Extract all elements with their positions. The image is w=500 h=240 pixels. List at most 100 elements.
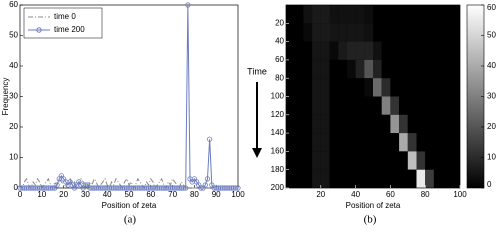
legend-marker	[36, 27, 42, 33]
heat-cell	[303, 78, 313, 97]
heat-cell	[442, 169, 452, 188]
y-tick-label: 60	[275, 55, 284, 64]
heat-cell	[303, 133, 313, 152]
x-tick-label: 20	[59, 190, 68, 199]
heat-cell	[451, 151, 460, 170]
heat-cell	[286, 78, 295, 97]
heat-cell	[329, 114, 339, 134]
x-axis-label: Position of zeta	[346, 201, 401, 210]
heat-cell	[338, 114, 347, 134]
colorbar-tick-label: 60	[487, 3, 496, 12]
marker	[54, 182, 60, 188]
heat-cell	[346, 133, 356, 152]
heat-cell	[407, 133, 417, 152]
heat-cell	[320, 114, 330, 134]
heat-cell	[303, 169, 313, 188]
heat-cell	[355, 23, 365, 42]
heat-cell	[381, 114, 391, 134]
x-tick-label: 40	[351, 190, 360, 199]
heat-cell	[355, 5, 365, 24]
y-tick-label: 20	[9, 122, 18, 131]
colorbar-tick-label: 40	[487, 61, 496, 70]
heat-cell	[373, 133, 382, 152]
heat-cell	[407, 59, 417, 79]
heat-cell	[303, 151, 313, 170]
heat-cell	[416, 114, 426, 134]
heat-cell	[286, 23, 295, 42]
heat-cell	[399, 5, 408, 24]
heat-cell	[425, 78, 434, 97]
heat-cell	[433, 151, 443, 170]
heat-cell	[373, 78, 382, 97]
heat-cell	[329, 78, 339, 97]
caption: (a)	[124, 214, 137, 226]
colorbar-tick-label: 20	[487, 122, 496, 131]
heat-cell	[373, 169, 382, 188]
legend-label: time 0	[54, 12, 76, 21]
heat-cell	[433, 23, 443, 42]
heat-cell	[312, 151, 321, 170]
heat-cell	[294, 59, 304, 79]
marker	[233, 185, 239, 191]
heat-cell	[390, 78, 400, 97]
heat-cell	[416, 151, 426, 170]
heat-cell	[399, 41, 408, 60]
heat-cell	[346, 96, 356, 115]
colorbar-tick-label: 50	[487, 31, 496, 40]
heat-cell	[451, 96, 460, 115]
heat-cell	[390, 5, 400, 24]
heat-cell	[390, 96, 400, 115]
y-tick-label: 40	[275, 37, 284, 46]
heat-cell	[338, 5, 347, 24]
heat-cell	[338, 23, 347, 42]
x-tick-label: 70	[168, 190, 177, 199]
heat-cell	[442, 114, 452, 134]
heat-cell	[294, 41, 304, 60]
heat-cell	[399, 133, 408, 152]
heat-cell	[373, 5, 382, 24]
heat-cell	[338, 151, 347, 170]
heat-cell	[433, 5, 443, 24]
heat-cell	[286, 96, 295, 115]
x-tick-label: 20	[316, 190, 325, 199]
heat-cell	[451, 133, 460, 152]
heat-cell	[399, 23, 408, 42]
x-tick-label: 0	[18, 190, 23, 199]
heat-cell	[442, 5, 452, 24]
y-tick-label: 80	[275, 73, 284, 82]
y-axis-label: Frequency	[1, 78, 10, 116]
heat-cell	[329, 169, 339, 188]
heat-cell	[346, 5, 356, 24]
heat-cell	[381, 23, 391, 42]
heat-cell	[373, 59, 382, 79]
heat-cell	[399, 96, 408, 115]
heat-cell	[416, 23, 426, 42]
marker	[50, 185, 56, 191]
heat-cell	[303, 96, 313, 115]
y-tick-label: 60	[9, 0, 18, 9]
colorbar-tick-label: 10	[487, 153, 496, 162]
heat-cell	[381, 96, 391, 115]
heat-cell	[303, 5, 313, 24]
heat-cell	[390, 41, 400, 60]
heat-cell	[338, 169, 347, 188]
heat-cell	[312, 133, 321, 152]
heat-cell	[312, 114, 321, 134]
heat-cell	[338, 133, 347, 152]
heat-cell	[442, 41, 452, 60]
heat-cell	[286, 151, 295, 170]
x-tick-label: 100	[453, 190, 467, 199]
heat-cell	[294, 151, 304, 170]
heat-cell	[294, 169, 304, 188]
heat-cell	[451, 59, 460, 79]
heat-cell	[320, 169, 330, 188]
heat-cell	[364, 5, 373, 24]
heat-cell	[329, 23, 339, 42]
x-tick-label: 60	[386, 190, 395, 199]
heat-cell	[303, 23, 313, 42]
heat-cell	[390, 133, 400, 152]
heat-cell	[329, 96, 339, 115]
heat-cell	[320, 96, 330, 115]
y-tick-label: 50	[9, 31, 18, 40]
heat-cell	[294, 133, 304, 152]
